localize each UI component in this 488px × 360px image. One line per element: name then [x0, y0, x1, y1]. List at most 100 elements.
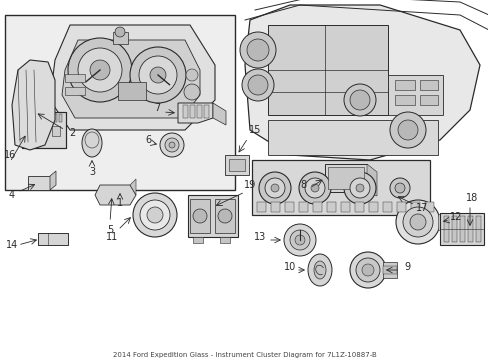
- Circle shape: [305, 178, 325, 198]
- Bar: [437, 214, 449, 230]
- Bar: [340, 202, 349, 212]
- Circle shape: [130, 47, 185, 103]
- Circle shape: [289, 230, 309, 250]
- Bar: [326, 202, 335, 212]
- Polygon shape: [28, 176, 50, 190]
- Bar: [34, 114, 37, 122]
- Bar: [419, 80, 437, 90]
- Bar: [203, 105, 208, 118]
- Circle shape: [147, 207, 163, 223]
- Bar: [475, 216, 480, 242]
- Bar: [270, 202, 280, 212]
- Bar: [190, 105, 195, 118]
- Circle shape: [185, 69, 198, 81]
- Circle shape: [78, 48, 122, 92]
- Circle shape: [402, 207, 432, 237]
- Text: 9: 9: [403, 262, 409, 272]
- Circle shape: [409, 214, 425, 230]
- Bar: [29, 114, 32, 122]
- Bar: [325, 164, 366, 192]
- Circle shape: [294, 235, 305, 245]
- Bar: [267, 25, 387, 115]
- Polygon shape: [62, 40, 200, 118]
- Bar: [44, 114, 47, 122]
- Text: 13: 13: [253, 232, 265, 242]
- Bar: [22, 112, 66, 148]
- Bar: [467, 216, 472, 242]
- Bar: [224, 155, 248, 175]
- Circle shape: [264, 178, 285, 198]
- Bar: [39, 114, 42, 122]
- Ellipse shape: [307, 254, 331, 286]
- Polygon shape: [50, 25, 215, 130]
- Circle shape: [30, 124, 42, 136]
- Circle shape: [218, 209, 231, 223]
- Bar: [451, 216, 456, 242]
- Bar: [382, 262, 396, 278]
- Bar: [190, 199, 209, 233]
- Circle shape: [284, 224, 315, 256]
- Bar: [251, 160, 429, 215]
- Circle shape: [25, 119, 47, 141]
- Bar: [118, 82, 146, 100]
- Circle shape: [193, 209, 206, 223]
- Circle shape: [310, 184, 318, 192]
- Circle shape: [240, 32, 275, 68]
- Bar: [38, 233, 68, 245]
- Bar: [410, 202, 419, 212]
- Bar: [382, 266, 396, 274]
- Bar: [419, 95, 437, 105]
- Circle shape: [349, 178, 369, 198]
- Text: 16: 16: [4, 150, 16, 160]
- Text: 2014 Ford Expedition Glass - Instrument Cluster Diagram for 7L1Z-10887-B: 2014 Ford Expedition Glass - Instrument …: [112, 352, 376, 358]
- Polygon shape: [213, 103, 225, 125]
- Circle shape: [90, 60, 110, 80]
- Circle shape: [343, 172, 375, 204]
- Text: 19: 19: [244, 180, 256, 190]
- Text: 17: 17: [415, 203, 427, 213]
- Bar: [327, 167, 363, 189]
- Bar: [65, 74, 85, 82]
- Bar: [228, 159, 244, 171]
- Bar: [24, 114, 27, 122]
- Polygon shape: [366, 164, 376, 196]
- Bar: [22, 112, 66, 148]
- Bar: [387, 75, 442, 115]
- Bar: [193, 237, 203, 243]
- Bar: [459, 216, 464, 242]
- Bar: [197, 105, 202, 118]
- Bar: [382, 202, 391, 212]
- Circle shape: [389, 112, 425, 148]
- Text: 4: 4: [9, 190, 15, 200]
- Polygon shape: [178, 103, 213, 123]
- Circle shape: [355, 258, 379, 282]
- Bar: [52, 126, 60, 136]
- Bar: [396, 202, 405, 212]
- Bar: [354, 202, 363, 212]
- Circle shape: [395, 200, 439, 244]
- Bar: [49, 114, 52, 122]
- Text: 11: 11: [106, 232, 118, 242]
- Text: 12: 12: [449, 212, 461, 222]
- Bar: [113, 32, 128, 44]
- Text: 5: 5: [107, 225, 113, 235]
- Circle shape: [160, 133, 183, 157]
- Bar: [368, 202, 377, 212]
- Text: 7: 7: [154, 103, 160, 113]
- Bar: [312, 202, 321, 212]
- Text: 3: 3: [89, 167, 95, 177]
- Text: 10: 10: [284, 262, 296, 272]
- Bar: [5, 15, 235, 190]
- Bar: [257, 202, 265, 212]
- Bar: [439, 213, 483, 245]
- Circle shape: [349, 252, 385, 288]
- Text: 1: 1: [117, 198, 123, 208]
- Bar: [187, 195, 238, 237]
- Circle shape: [164, 138, 179, 152]
- Circle shape: [150, 67, 165, 83]
- Text: 8: 8: [299, 180, 305, 190]
- Circle shape: [183, 84, 200, 100]
- Circle shape: [140, 200, 170, 230]
- Bar: [394, 95, 414, 105]
- Circle shape: [259, 172, 290, 204]
